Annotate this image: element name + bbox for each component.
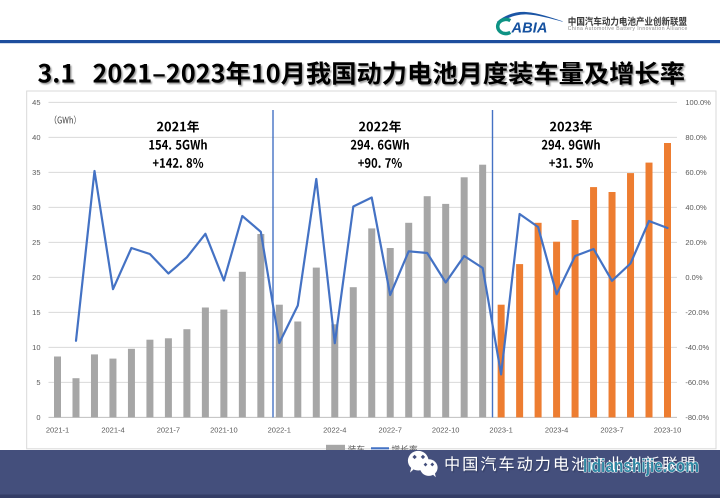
svg-text:45: 45 <box>32 98 40 107</box>
svg-text:2022-4: 2022-4 <box>323 425 346 434</box>
svg-text:100.0%: 100.0% <box>685 98 711 107</box>
svg-text:2022-7: 2022-7 <box>379 425 402 434</box>
svg-text:2021-7: 2021-7 <box>157 425 180 434</box>
svg-text:2021-10: 2021-10 <box>210 425 238 434</box>
svg-text:-20.0%: -20.0% <box>685 308 709 317</box>
svg-text:-40.0%: -40.0% <box>685 343 709 352</box>
svg-text:lidianshijie.com: lidianshijie.com <box>583 456 699 476</box>
svg-text:-80.0%: -80.0% <box>685 413 709 422</box>
svg-text:40: 40 <box>32 133 40 142</box>
svg-text:2023-1: 2023-1 <box>489 425 512 434</box>
svg-text:40.0%: 40.0% <box>685 203 707 212</box>
svg-text:25: 25 <box>32 238 40 247</box>
svg-text:2021-1: 2021-1 <box>46 425 69 434</box>
svg-text:2021-4: 2021-4 <box>101 425 124 434</box>
svg-text:2022-10: 2022-10 <box>432 425 460 434</box>
svg-text:60.0%: 60.0% <box>685 168 707 177</box>
svg-text:5: 5 <box>36 378 40 387</box>
svg-text:20.0%: 20.0% <box>685 238 707 247</box>
svg-text:15: 15 <box>32 308 40 317</box>
svg-text:0: 0 <box>36 413 40 422</box>
svg-text:2023-4: 2023-4 <box>545 425 568 434</box>
svg-text:10: 10 <box>32 343 40 352</box>
svg-text:80.0%: 80.0% <box>685 133 707 142</box>
svg-text:ABIA: ABIA <box>511 20 548 36</box>
svg-text:35: 35 <box>32 168 40 177</box>
svg-text:2023-10: 2023-10 <box>654 425 682 434</box>
svg-text:0.0%: 0.0% <box>685 273 702 282</box>
svg-text:China Automotive Battery Innov: China Automotive Battery Innovation Alli… <box>568 26 688 32</box>
svg-text:-60.0%: -60.0% <box>685 378 709 387</box>
svg-text:30: 30 <box>32 203 40 212</box>
svg-text:2023-7: 2023-7 <box>600 425 623 434</box>
svg-text:2022-1: 2022-1 <box>268 425 291 434</box>
svg-text:20: 20 <box>32 273 40 282</box>
